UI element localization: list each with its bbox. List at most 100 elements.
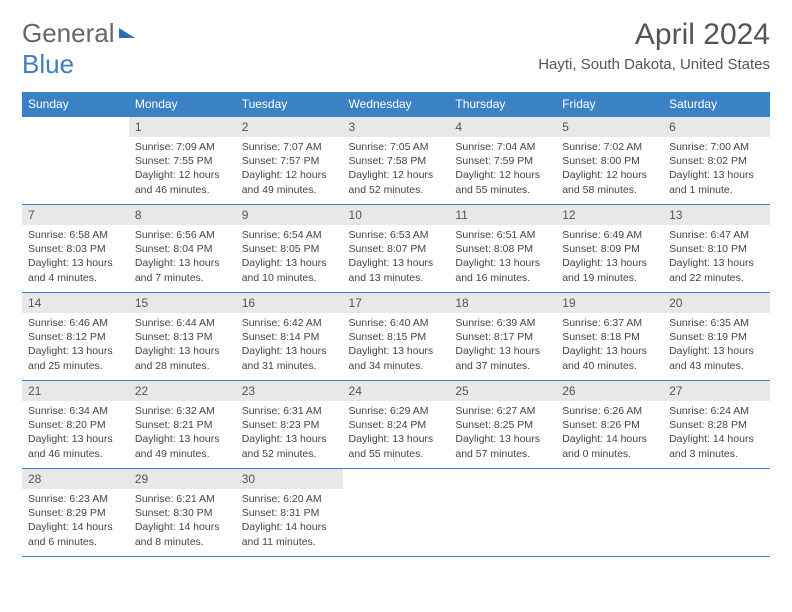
day-number: 3 xyxy=(343,117,450,137)
calendar-day-cell: 17Sunrise: 6:40 AMSunset: 8:15 PMDayligh… xyxy=(343,293,450,381)
calendar-day-cell: 23Sunrise: 6:31 AMSunset: 8:23 PMDayligh… xyxy=(236,381,343,469)
day-details: Sunrise: 6:24 AMSunset: 8:28 PMDaylight:… xyxy=(663,401,770,465)
day-number: 11 xyxy=(449,205,556,225)
calendar-day-cell: 2Sunrise: 7:07 AMSunset: 7:57 PMDaylight… xyxy=(236,117,343,205)
day-details: Sunrise: 6:42 AMSunset: 8:14 PMDaylight:… xyxy=(236,313,343,377)
calendar-day-cell: 5Sunrise: 7:02 AMSunset: 8:00 PMDaylight… xyxy=(556,117,663,205)
day-number: 15 xyxy=(129,293,236,313)
day-number: 6 xyxy=(663,117,770,137)
day-number: 1 xyxy=(129,117,236,137)
calendar-day-cell: 16Sunrise: 6:42 AMSunset: 8:14 PMDayligh… xyxy=(236,293,343,381)
calendar-day-cell: 25Sunrise: 6:27 AMSunset: 8:25 PMDayligh… xyxy=(449,381,556,469)
day-details: Sunrise: 6:58 AMSunset: 8:03 PMDaylight:… xyxy=(22,225,129,289)
day-details: Sunrise: 6:34 AMSunset: 8:20 PMDaylight:… xyxy=(22,401,129,465)
logo-text-general: General xyxy=(22,18,115,49)
calendar-header-row: SundayMondayTuesdayWednesdayThursdayFrid… xyxy=(22,92,770,117)
weekday-header: Monday xyxy=(129,92,236,117)
day-details: Sunrise: 6:37 AMSunset: 8:18 PMDaylight:… xyxy=(556,313,663,377)
calendar-day-cell: 21Sunrise: 6:34 AMSunset: 8:20 PMDayligh… xyxy=(22,381,129,469)
day-details: Sunrise: 6:46 AMSunset: 8:12 PMDaylight:… xyxy=(22,313,129,377)
day-details: Sunrise: 6:21 AMSunset: 8:30 PMDaylight:… xyxy=(129,489,236,553)
day-number: 14 xyxy=(22,293,129,313)
day-number: 17 xyxy=(343,293,450,313)
logo: General xyxy=(22,18,135,49)
day-details: Sunrise: 6:56 AMSunset: 8:04 PMDaylight:… xyxy=(129,225,236,289)
calendar-table: SundayMondayTuesdayWednesdayThursdayFrid… xyxy=(22,92,770,557)
day-details: Sunrise: 6:26 AMSunset: 8:26 PMDaylight:… xyxy=(556,401,663,465)
day-details: Sunrise: 6:49 AMSunset: 8:09 PMDaylight:… xyxy=(556,225,663,289)
logo-triangle-icon xyxy=(119,28,135,38)
calendar-week-row: 7Sunrise: 6:58 AMSunset: 8:03 PMDaylight… xyxy=(22,205,770,293)
day-number: 5 xyxy=(556,117,663,137)
calendar-day-cell: 11Sunrise: 6:51 AMSunset: 8:08 PMDayligh… xyxy=(449,205,556,293)
weekday-header: Thursday xyxy=(449,92,556,117)
calendar-day-cell: . xyxy=(22,117,129,205)
logo-text-blue: Blue xyxy=(22,49,74,80)
day-details: Sunrise: 7:04 AMSunset: 7:59 PMDaylight:… xyxy=(449,137,556,201)
day-number: 27 xyxy=(663,381,770,401)
weekday-header: Friday xyxy=(556,92,663,117)
day-number: 23 xyxy=(236,381,343,401)
day-number: 8 xyxy=(129,205,236,225)
calendar-day-cell: . xyxy=(556,469,663,557)
calendar-day-cell: 28Sunrise: 6:23 AMSunset: 8:29 PMDayligh… xyxy=(22,469,129,557)
calendar-day-cell: 4Sunrise: 7:04 AMSunset: 7:59 PMDaylight… xyxy=(449,117,556,205)
weekday-header: Saturday xyxy=(663,92,770,117)
calendar-body: .1Sunrise: 7:09 AMSunset: 7:55 PMDayligh… xyxy=(22,117,770,557)
calendar-day-cell: 30Sunrise: 6:20 AMSunset: 8:31 PMDayligh… xyxy=(236,469,343,557)
day-number: 30 xyxy=(236,469,343,489)
day-details: Sunrise: 6:32 AMSunset: 8:21 PMDaylight:… xyxy=(129,401,236,465)
day-number: 21 xyxy=(22,381,129,401)
calendar-day-cell: 29Sunrise: 6:21 AMSunset: 8:30 PMDayligh… xyxy=(129,469,236,557)
calendar-day-cell: 1Sunrise: 7:09 AMSunset: 7:55 PMDaylight… xyxy=(129,117,236,205)
calendar-day-cell: 8Sunrise: 6:56 AMSunset: 8:04 PMDaylight… xyxy=(129,205,236,293)
day-number: 25 xyxy=(449,381,556,401)
day-number: 18 xyxy=(449,293,556,313)
day-number: 4 xyxy=(449,117,556,137)
day-details: Sunrise: 7:07 AMSunset: 7:57 PMDaylight:… xyxy=(236,137,343,201)
weekday-header: Wednesday xyxy=(343,92,450,117)
weekday-header: Sunday xyxy=(22,92,129,117)
day-number: 10 xyxy=(343,205,450,225)
calendar-week-row: 21Sunrise: 6:34 AMSunset: 8:20 PMDayligh… xyxy=(22,381,770,469)
calendar-day-cell: 3Sunrise: 7:05 AMSunset: 7:58 PMDaylight… xyxy=(343,117,450,205)
day-details: Sunrise: 6:53 AMSunset: 8:07 PMDaylight:… xyxy=(343,225,450,289)
day-details: Sunrise: 6:44 AMSunset: 8:13 PMDaylight:… xyxy=(129,313,236,377)
day-number: 13 xyxy=(663,205,770,225)
day-details: Sunrise: 6:47 AMSunset: 8:10 PMDaylight:… xyxy=(663,225,770,289)
calendar-day-cell: 6Sunrise: 7:00 AMSunset: 8:02 PMDaylight… xyxy=(663,117,770,205)
day-details: Sunrise: 7:09 AMSunset: 7:55 PMDaylight:… xyxy=(129,137,236,201)
calendar-day-cell: . xyxy=(663,469,770,557)
month-title: April 2024 xyxy=(538,18,770,52)
day-details: Sunrise: 6:31 AMSunset: 8:23 PMDaylight:… xyxy=(236,401,343,465)
day-details: Sunrise: 6:20 AMSunset: 8:31 PMDaylight:… xyxy=(236,489,343,553)
location-text: Hayti, South Dakota, United States xyxy=(538,56,770,73)
day-number: 22 xyxy=(129,381,236,401)
calendar-day-cell: 19Sunrise: 6:37 AMSunset: 8:18 PMDayligh… xyxy=(556,293,663,381)
calendar-day-cell: 7Sunrise: 6:58 AMSunset: 8:03 PMDaylight… xyxy=(22,205,129,293)
day-number: 28 xyxy=(22,469,129,489)
day-number: 29 xyxy=(129,469,236,489)
day-details: Sunrise: 6:40 AMSunset: 8:15 PMDaylight:… xyxy=(343,313,450,377)
day-details: Sunrise: 6:35 AMSunset: 8:19 PMDaylight:… xyxy=(663,313,770,377)
calendar-week-row: 28Sunrise: 6:23 AMSunset: 8:29 PMDayligh… xyxy=(22,469,770,557)
day-number: 7 xyxy=(22,205,129,225)
calendar-day-cell: 18Sunrise: 6:39 AMSunset: 8:17 PMDayligh… xyxy=(449,293,556,381)
calendar-day-cell: 12Sunrise: 6:49 AMSunset: 8:09 PMDayligh… xyxy=(556,205,663,293)
day-number: 24 xyxy=(343,381,450,401)
weekday-header: Tuesday xyxy=(236,92,343,117)
calendar-day-cell: 22Sunrise: 6:32 AMSunset: 8:21 PMDayligh… xyxy=(129,381,236,469)
day-details: Sunrise: 6:29 AMSunset: 8:24 PMDaylight:… xyxy=(343,401,450,465)
day-number: 2 xyxy=(236,117,343,137)
calendar-day-cell: 27Sunrise: 6:24 AMSunset: 8:28 PMDayligh… xyxy=(663,381,770,469)
day-number: 20 xyxy=(663,293,770,313)
day-details: Sunrise: 6:27 AMSunset: 8:25 PMDaylight:… xyxy=(449,401,556,465)
day-number: 19 xyxy=(556,293,663,313)
calendar-day-cell: 13Sunrise: 6:47 AMSunset: 8:10 PMDayligh… xyxy=(663,205,770,293)
day-details: Sunrise: 6:54 AMSunset: 8:05 PMDaylight:… xyxy=(236,225,343,289)
calendar-week-row: 14Sunrise: 6:46 AMSunset: 8:12 PMDayligh… xyxy=(22,293,770,381)
day-number: 12 xyxy=(556,205,663,225)
calendar-day-cell: . xyxy=(343,469,450,557)
calendar-day-cell: . xyxy=(449,469,556,557)
calendar-day-cell: 15Sunrise: 6:44 AMSunset: 8:13 PMDayligh… xyxy=(129,293,236,381)
